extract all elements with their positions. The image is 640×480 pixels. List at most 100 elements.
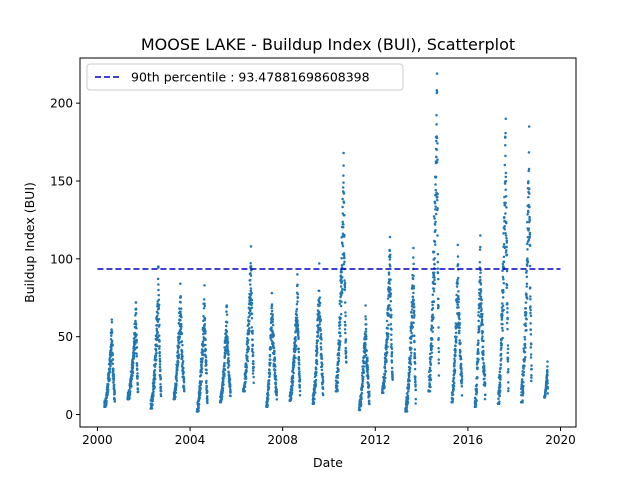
data-point [502,243,506,246]
data-point [204,355,208,359]
data-point [341,197,344,201]
x-tick-label: 2000 [82,433,113,447]
data-point [479,289,483,293]
data-point [506,357,510,360]
data-point [476,360,480,363]
data-point [411,295,415,298]
data-point [317,289,321,293]
data-point [180,315,183,319]
data-point [451,393,455,396]
data-point [159,376,163,380]
data-point [430,355,433,359]
data-point [158,363,162,366]
data-point [249,265,253,268]
data-point [113,398,117,401]
data-point [480,337,484,340]
data-point [430,338,434,341]
data-point [388,304,391,307]
data-point [482,353,485,356]
data-point [336,389,339,392]
data-point [506,311,509,314]
data-point [135,367,139,370]
data-point [340,291,344,295]
data-point [387,273,391,276]
data-point [506,344,510,347]
data-point [412,309,416,313]
data-point [320,354,323,358]
data-point [436,195,439,199]
data-point [107,388,110,391]
data-point [226,337,229,341]
data-point [296,327,300,331]
data-point [339,285,343,288]
data-point [480,318,484,322]
data-point [526,297,529,300]
data-point [339,317,342,320]
data-point [389,295,392,298]
data-point [458,322,462,325]
data-point [271,320,274,324]
data-point [155,358,158,362]
data-point [136,375,139,378]
data-point [504,117,508,120]
data-point [413,378,417,381]
x-tick-label: 2020 [545,433,576,447]
data-point [315,362,319,366]
data-point [174,388,178,392]
data-point [131,364,135,367]
data-point [247,327,251,330]
data-point [414,385,417,388]
data-point [407,386,411,389]
data-point [343,279,346,282]
data-point [386,345,389,348]
data-point [222,372,226,376]
data-point [428,383,432,386]
data-point [498,389,502,393]
data-point [249,274,253,277]
data-point [199,382,203,386]
data-point [434,220,437,224]
data-point [175,372,178,376]
data-point [129,380,133,383]
data-point [367,375,370,378]
y-axis-label: Buildup Index (BUI) [22,182,37,303]
data-point [435,136,439,140]
data-point [180,340,184,343]
data-point [222,383,225,386]
data-point [500,342,504,346]
y-tick-label: 200 [50,97,73,111]
data-point [266,405,269,409]
data-point [412,284,416,288]
data-point [502,277,505,281]
data-point [503,204,507,207]
data-point [111,362,115,366]
data-point [150,407,154,410]
data-point [177,345,181,349]
data-point [275,393,278,397]
data-point [412,274,415,277]
data-point [529,379,533,383]
data-point [406,396,410,400]
data-point [198,393,202,397]
data-point [478,261,482,264]
data-point [434,175,438,179]
data-point [206,390,209,393]
data-point [291,367,295,371]
data-point [405,406,408,409]
data-point [528,219,532,222]
data-point [432,274,436,277]
data-point [436,271,440,275]
data-point [504,135,507,139]
data-point [434,205,437,208]
data-point [174,391,178,395]
data-point [477,319,480,323]
data-point [437,297,440,301]
data-point [526,213,529,216]
data-point [157,288,160,292]
data-point [319,345,323,349]
data-point [435,160,439,164]
data-point [316,339,320,342]
data-point [250,312,254,316]
data-point [484,393,487,397]
data-point [290,388,294,392]
